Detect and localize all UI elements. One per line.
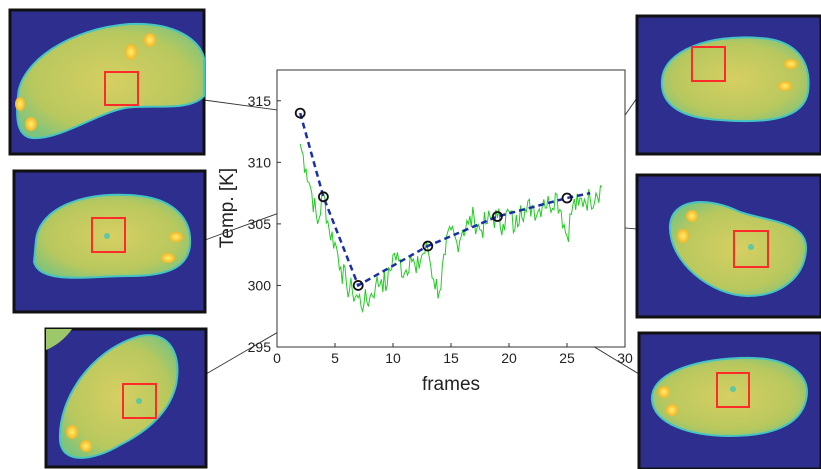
- hot-spot: [161, 253, 175, 263]
- data-point-marker: [561, 192, 573, 204]
- hot-spot: [677, 229, 689, 243]
- hot-spot: [66, 425, 78, 439]
- object-blob: [16, 22, 205, 140]
- hot-spot: [686, 210, 698, 222]
- thumbnail-bottom-left: [44, 327, 208, 469]
- center-dot: [136, 398, 142, 404]
- object-blob: [660, 36, 810, 123]
- hot-spot: [666, 404, 678, 416]
- x-tick-label: 5: [331, 350, 339, 366]
- hot-spot: [125, 44, 137, 60]
- hot-spot: [778, 81, 792, 91]
- hot-spot: [169, 232, 183, 242]
- y-tick-label: 300: [248, 277, 272, 293]
- data-point-marker: [294, 107, 306, 119]
- data-point-marker: [422, 240, 434, 252]
- roi-box: [91, 217, 126, 253]
- center-dot: [730, 386, 736, 392]
- x-tick-label: 25: [559, 350, 575, 366]
- object-blob: [668, 201, 808, 298]
- hot-spot: [784, 59, 798, 69]
- hot-spot: [15, 97, 25, 111]
- object-blob: [650, 356, 808, 438]
- center-dot: [104, 233, 110, 239]
- y-tick-label: 295: [248, 339, 272, 355]
- roi-box: [104, 71, 139, 106]
- roi-box: [691, 46, 726, 82]
- roi-box: [733, 230, 769, 268]
- y-axis-label: Temp. [K]: [217, 168, 238, 248]
- roi-box: [122, 383, 157, 419]
- center-dot: [748, 244, 754, 250]
- plot-frame: [276, 69, 626, 348]
- roi-box: [716, 372, 750, 408]
- x-axis-ticks: 0 5 10 15 20 25 30: [273, 343, 633, 366]
- thumbnail-middle-right: [635, 173, 821, 319]
- plot-area: 0 5 10 15 20 25 30 295 300 305 310 315 frames Temp…: [217, 69, 633, 395]
- x-axis-label: frames: [422, 374, 480, 395]
- y-axis-ticks: 295 300 305 310 315: [248, 93, 281, 355]
- corner-blob-fragment: [46, 329, 72, 350]
- x-tick-label: 15: [443, 350, 459, 366]
- hot-spot: [144, 33, 156, 47]
- data-point-marker: [317, 191, 329, 203]
- x-tick-label: 0: [273, 350, 281, 366]
- x-tick-label: 10: [385, 350, 401, 366]
- y-tick-label: 315: [248, 93, 272, 109]
- thumbnail-bottom-right: [637, 331, 821, 469]
- y-tick-label: 310: [248, 154, 272, 170]
- object-blob: [58, 334, 179, 459]
- hot-spot: [658, 386, 670, 398]
- thumbnail-top-left: [8, 8, 206, 156]
- thumbnail-middle-left: [12, 169, 207, 314]
- x-tick-label: 20: [501, 350, 517, 366]
- y-tick-label: 305: [248, 216, 272, 232]
- hot-spot: [25, 117, 37, 131]
- x-tick-label: 30: [617, 350, 633, 366]
- data-point-marker: [491, 211, 503, 222]
- hot-spot: [80, 440, 92, 452]
- series-markers: [294, 107, 573, 291]
- data-point-marker: [352, 280, 364, 291]
- object-blob: [32, 193, 192, 279]
- series-measured-line: [299, 143, 603, 314]
- thumbnail-top-right: [635, 14, 821, 156]
- series-dashed-line: [298, 112, 591, 288]
